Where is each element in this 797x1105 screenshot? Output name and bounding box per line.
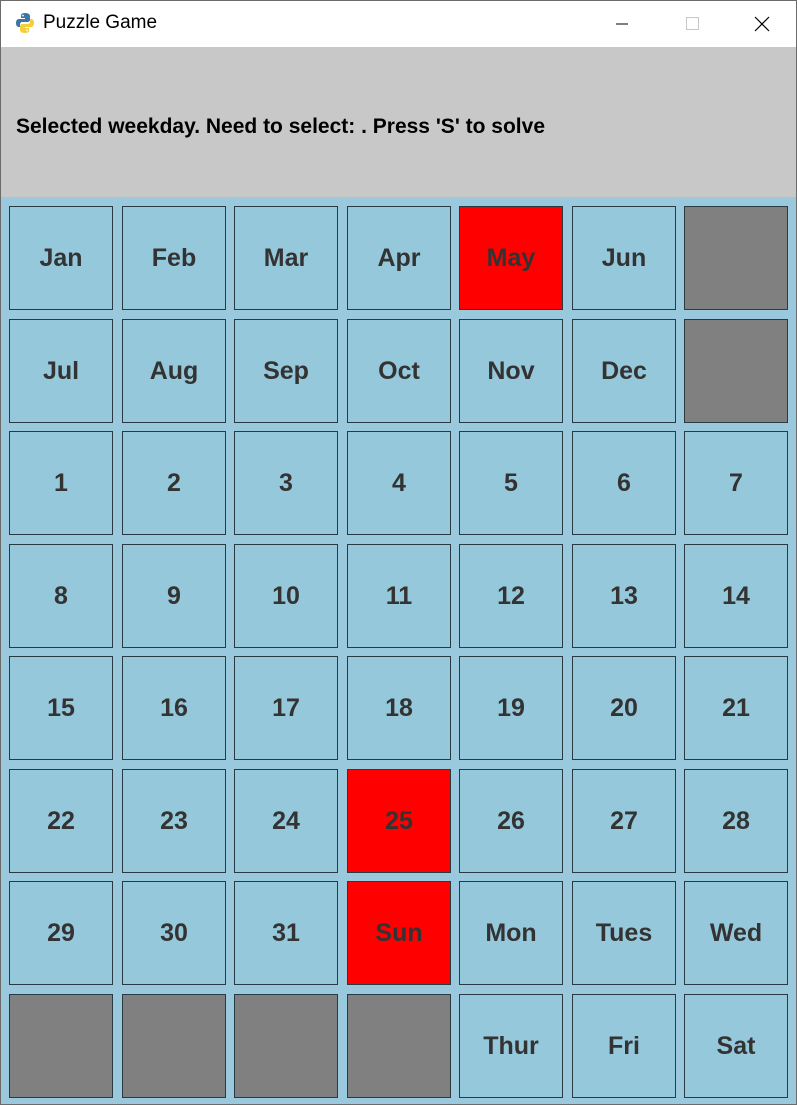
cell-blocked-7-0	[9, 994, 113, 1098]
cell-6[interactable]: 6	[572, 431, 676, 535]
window-title: Puzzle Game	[43, 12, 158, 33]
cell-5[interactable]: 5	[459, 431, 563, 535]
cell-26[interactable]: 26	[459, 769, 563, 873]
status-message: Selected weekday. Need to select: . Pres…	[16, 115, 545, 138]
cell-29[interactable]: 29	[9, 881, 113, 985]
cell-21[interactable]: 21	[684, 656, 788, 760]
cell-7[interactable]: 7	[684, 431, 788, 535]
cell-blocked-1-6	[684, 319, 788, 423]
cell-aug[interactable]: Aug	[122, 319, 226, 423]
cell-1[interactable]: 1	[9, 431, 113, 535]
cell-31[interactable]: 31	[234, 881, 338, 985]
cell-apr[interactable]: Apr	[347, 206, 451, 310]
cell-may[interactable]: May	[459, 206, 563, 310]
cell-19[interactable]: 19	[459, 656, 563, 760]
cell-15[interactable]: 15	[9, 656, 113, 760]
cell-12[interactable]: 12	[459, 544, 563, 648]
cell-14[interactable]: 14	[684, 544, 788, 648]
cell-20[interactable]: 20	[572, 656, 676, 760]
minimize-icon	[616, 23, 628, 25]
cell-blocked-7-1	[122, 994, 226, 1098]
cell-nov[interactable]: Nov	[459, 319, 563, 423]
close-icon	[754, 16, 770, 32]
maximize-button[interactable]	[657, 1, 727, 47]
cell-sun[interactable]: Sun	[347, 881, 451, 985]
cell-4[interactable]: 4	[347, 431, 451, 535]
cell-oct[interactable]: Oct	[347, 319, 451, 423]
puzzle-board: Jan Feb Mar Apr May Jun Jul Aug Sep Oct Nov Dec 1 2 3 4…	[1, 197, 796, 1104]
cell-feb[interactable]: Feb	[122, 206, 226, 310]
title-bar[interactable]: Puzzle Game	[1, 1, 796, 47]
cell-11[interactable]: 11	[347, 544, 451, 648]
cell-16[interactable]: 16	[122, 656, 226, 760]
maximize-icon	[686, 17, 699, 30]
cell-fri[interactable]: Fri	[572, 994, 676, 1098]
close-button[interactable]	[727, 1, 797, 47]
cell-18[interactable]: 18	[347, 656, 451, 760]
cell-thur[interactable]: Thur	[459, 994, 563, 1098]
cell-30[interactable]: 30	[122, 881, 226, 985]
cell-jun[interactable]: Jun	[572, 206, 676, 310]
cell-23[interactable]: 23	[122, 769, 226, 873]
cell-25[interactable]: 25	[347, 769, 451, 873]
cell-jan[interactable]: Jan	[9, 206, 113, 310]
cell-jul[interactable]: Jul	[9, 319, 113, 423]
cell-10[interactable]: 10	[234, 544, 338, 648]
cell-8[interactable]: 8	[9, 544, 113, 648]
cell-sep[interactable]: Sep	[234, 319, 338, 423]
cell-27[interactable]: 27	[572, 769, 676, 873]
cell-sat[interactable]: Sat	[684, 994, 788, 1098]
minimize-button[interactable]	[587, 1, 657, 47]
cell-mar[interactable]: Mar	[234, 206, 338, 310]
cell-mon[interactable]: Mon	[459, 881, 563, 985]
cell-22[interactable]: 22	[9, 769, 113, 873]
cell-3[interactable]: 3	[234, 431, 338, 535]
cell-blocked-7-3	[347, 994, 451, 1098]
python-icon	[13, 11, 37, 35]
cell-blocked-7-2	[234, 994, 338, 1098]
cell-dec[interactable]: Dec	[572, 319, 676, 423]
cell-13[interactable]: 13	[572, 544, 676, 648]
cell-blocked-0-6	[684, 206, 788, 310]
cell-2[interactable]: 2	[122, 431, 226, 535]
cell-tues[interactable]: Tues	[572, 881, 676, 985]
cell-wed[interactable]: Wed	[684, 881, 788, 985]
cell-28[interactable]: 28	[684, 769, 788, 873]
status-panel: Selected weekday. Need to select: . Pres…	[1, 47, 796, 197]
cell-9[interactable]: 9	[122, 544, 226, 648]
cell-17[interactable]: 17	[234, 656, 338, 760]
cell-24[interactable]: 24	[234, 769, 338, 873]
